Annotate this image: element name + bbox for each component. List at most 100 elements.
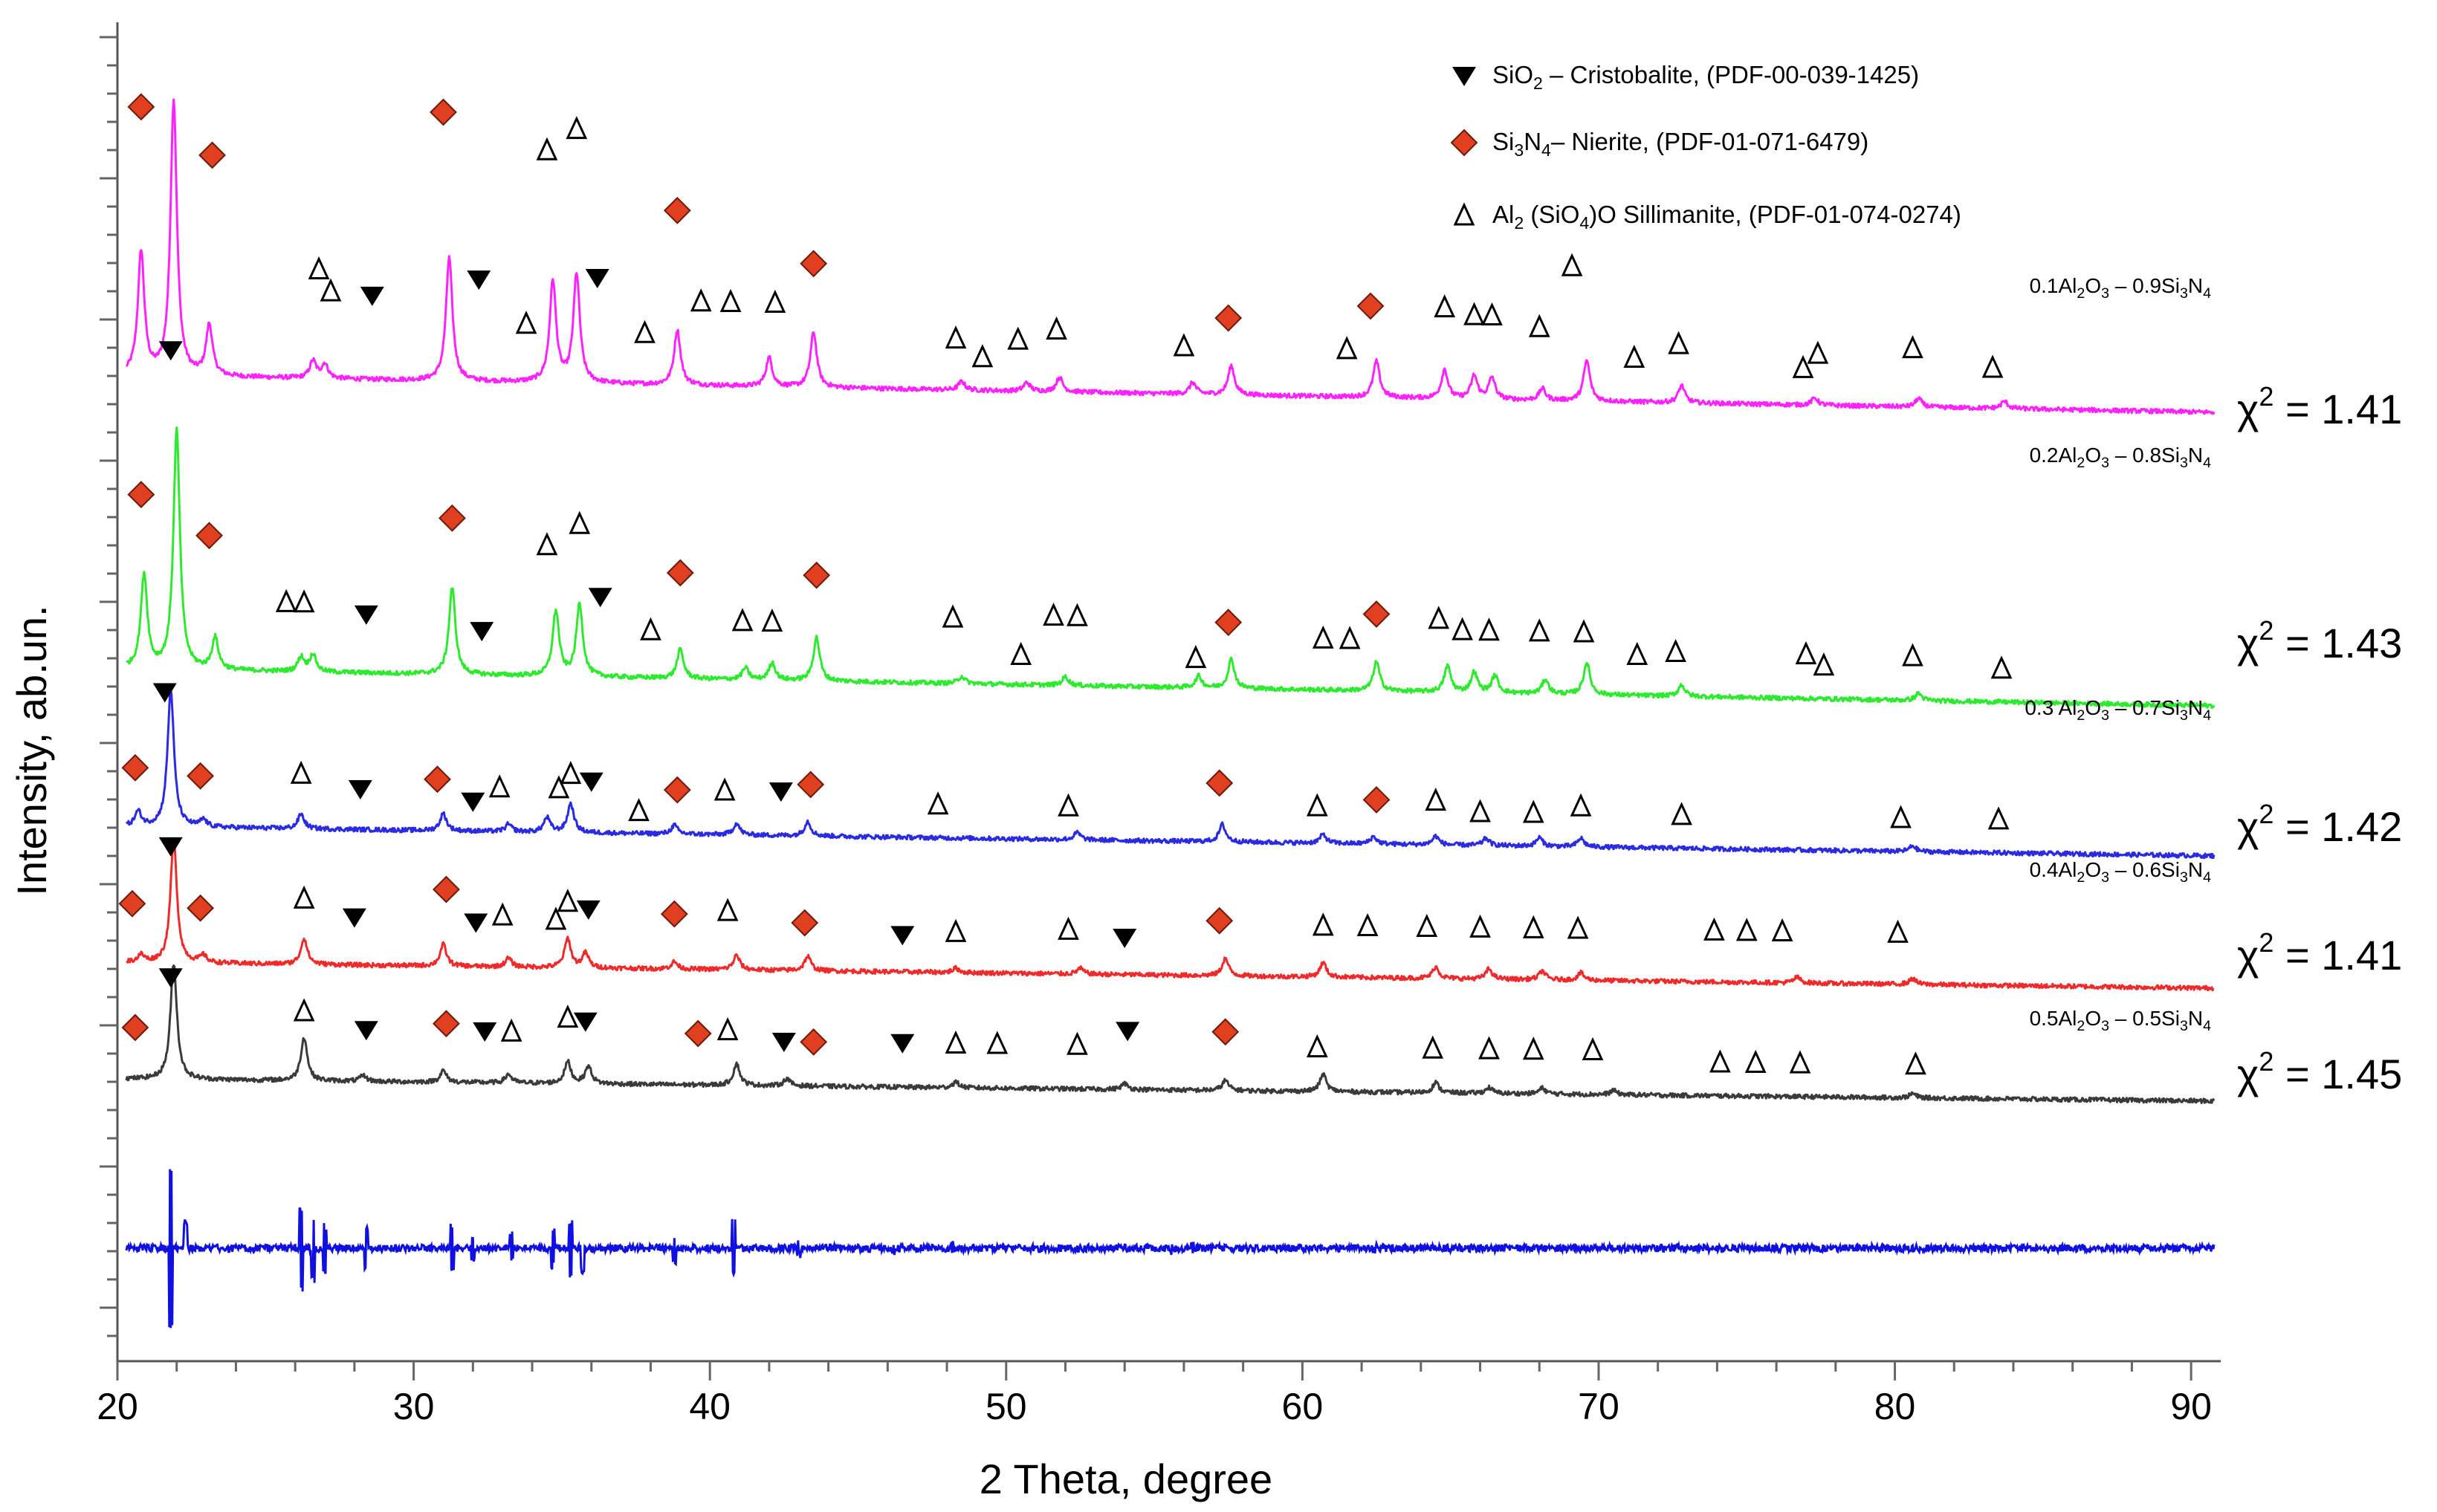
series-line	[125, 689, 2216, 860]
sillimanite-marker	[548, 775, 570, 799]
nierite-marker	[127, 93, 155, 121]
cristobalite-marker	[579, 772, 603, 792]
nierite-marker	[1362, 786, 1391, 814]
cristobalite-marker	[470, 622, 494, 642]
series-label-part: – 0.9Si	[2109, 274, 2180, 297]
series-label-part: 0.1Al	[2030, 274, 2077, 297]
chi-square-label: χ2 = 1.41	[2237, 381, 2402, 432]
nierite-marker	[1356, 292, 1385, 320]
sillimanite-marker	[1339, 626, 1361, 649]
nierite-marker	[118, 889, 146, 918]
legend-entry: Si3N4– Nierite, (PDF-01-071-6479)	[1492, 128, 1868, 160]
sillimanite-marker	[1173, 333, 1195, 357]
legend-text: – Nierite, (PDF-01-071-6479)	[1551, 128, 1868, 155]
series-label-part: 3	[2101, 285, 2109, 302]
series-label: 0.3 Al2O3 – 0.7Si3N4	[2025, 696, 2211, 724]
sillimanite-marker	[536, 532, 558, 556]
sillimanite-marker	[945, 325, 967, 349]
cristobalite-marker	[342, 908, 366, 928]
sillimanite-marker	[716, 1017, 739, 1041]
sillimanite-marker	[716, 898, 739, 921]
x-tick-label: 90	[2170, 1386, 2212, 1427]
nierite-marker	[663, 196, 691, 224]
sillimanite-marker	[1481, 302, 1503, 326]
sillimanite-marker	[275, 588, 297, 612]
series-label-part: – 0.5Si	[2109, 1007, 2180, 1030]
sillimanite-marker	[500, 1018, 522, 1042]
x-tick-label: 60	[1282, 1386, 1324, 1427]
nierite-marker	[800, 1028, 828, 1056]
sillimanite-marker	[713, 777, 736, 801]
cristobalite-marker	[588, 588, 612, 608]
series-label-part: 0.3 Al	[2025, 696, 2077, 719]
nierite-marker	[797, 770, 825, 799]
series-label-part: – 0.6Si	[2109, 858, 2180, 881]
nierite-marker	[438, 504, 466, 532]
sillimanite-marker	[1185, 645, 1207, 669]
series-label-part: 3	[2101, 455, 2109, 471]
sillimanite-marker	[1905, 1051, 1926, 1075]
legend-formula-part: 4	[1579, 213, 1589, 233]
sillimanite-marker	[1522, 799, 1544, 823]
chi-square-label: χ2 = 1.41	[2237, 927, 2402, 979]
series-label-part: 4	[2203, 455, 2211, 471]
sillimanite-marker	[945, 1030, 967, 1054]
chi-superscript: 2	[2259, 927, 2273, 958]
nierite-marker	[1205, 906, 1234, 935]
legend-formula-part: N	[1524, 128, 1541, 155]
x-tick-label: 30	[393, 1386, 435, 1427]
series-label-part: 4	[2203, 869, 2211, 886]
sillimanite-marker	[1428, 606, 1450, 629]
nierite-marker	[433, 875, 460, 903]
nierite-marker	[800, 250, 828, 278]
series-label-part: O	[2085, 1007, 2101, 1030]
chi-superscript: 2	[2259, 1046, 2273, 1077]
sillimanite-marker	[1422, 1035, 1444, 1059]
series-line	[125, 964, 2216, 1105]
series-label-part: 4	[2203, 1018, 2211, 1034]
legend-formula-part: Si	[1492, 128, 1514, 155]
sillimanite-marker	[1990, 655, 2013, 679]
sillimanite-marker	[1416, 913, 1438, 938]
legend-formula-part: SiO	[1492, 61, 1533, 88]
nierite-marker	[1214, 304, 1243, 332]
series-label-part: N	[2188, 444, 2203, 467]
x-tick-label: 40	[689, 1386, 731, 1427]
chi-symbol: χ	[2237, 803, 2259, 850]
sillimanite-marker	[293, 589, 315, 613]
sillimanite-marker	[1567, 915, 1589, 939]
sillimanite-marker	[1058, 793, 1079, 817]
sillimanite-marker	[1561, 253, 1583, 276]
nierite-marker	[666, 559, 694, 587]
sillimanite-marker	[719, 288, 742, 312]
series-label: 0.1Al2O3 – 0.9Si3N4	[2030, 274, 2212, 302]
chi-value: = 1.42	[2273, 803, 2402, 850]
chi-symbol: χ	[2237, 386, 2259, 432]
chi-square-label: χ2 = 1.42	[2237, 799, 2402, 850]
legend-formula-part: (SiO	[1524, 201, 1579, 228]
cristobalite-marker	[158, 837, 183, 857]
sillimanite-marker	[1623, 344, 1645, 369]
sillimanite-marker	[569, 510, 591, 534]
sillimanite-marker	[764, 289, 786, 314]
sillimanite-marker	[1902, 335, 1923, 359]
cristobalite-marker	[573, 1012, 598, 1032]
sillimanite-marker	[1478, 1036, 1500, 1060]
nierite-marker	[660, 900, 688, 928]
x-axis-title: 2 Theta, degree	[980, 1456, 1272, 1502]
sillimanite-marker	[1665, 638, 1686, 663]
sillimanite-marker	[1703, 917, 1725, 941]
series-line	[126, 426, 2216, 710]
sillimanite-marker	[628, 798, 650, 822]
chi-superscript: 2	[2259, 615, 2273, 646]
chi-square-label: χ2 = 1.43	[2237, 615, 2402, 666]
sillimanite-marker	[1789, 1050, 1811, 1074]
series-label-part: 2	[2077, 707, 2085, 724]
sillimanite-marker	[1981, 354, 2004, 378]
legend-entry: Al2 (SiO4)O Sillimanite, (PDF-01-074-027…	[1492, 201, 1961, 233]
cristobalite-marker	[360, 286, 384, 306]
legend-formula-part: 4	[1541, 140, 1551, 160]
sillimanite-marker	[308, 256, 330, 280]
nierite-marker	[187, 894, 215, 922]
cristobalite-marker	[1452, 67, 1476, 86]
